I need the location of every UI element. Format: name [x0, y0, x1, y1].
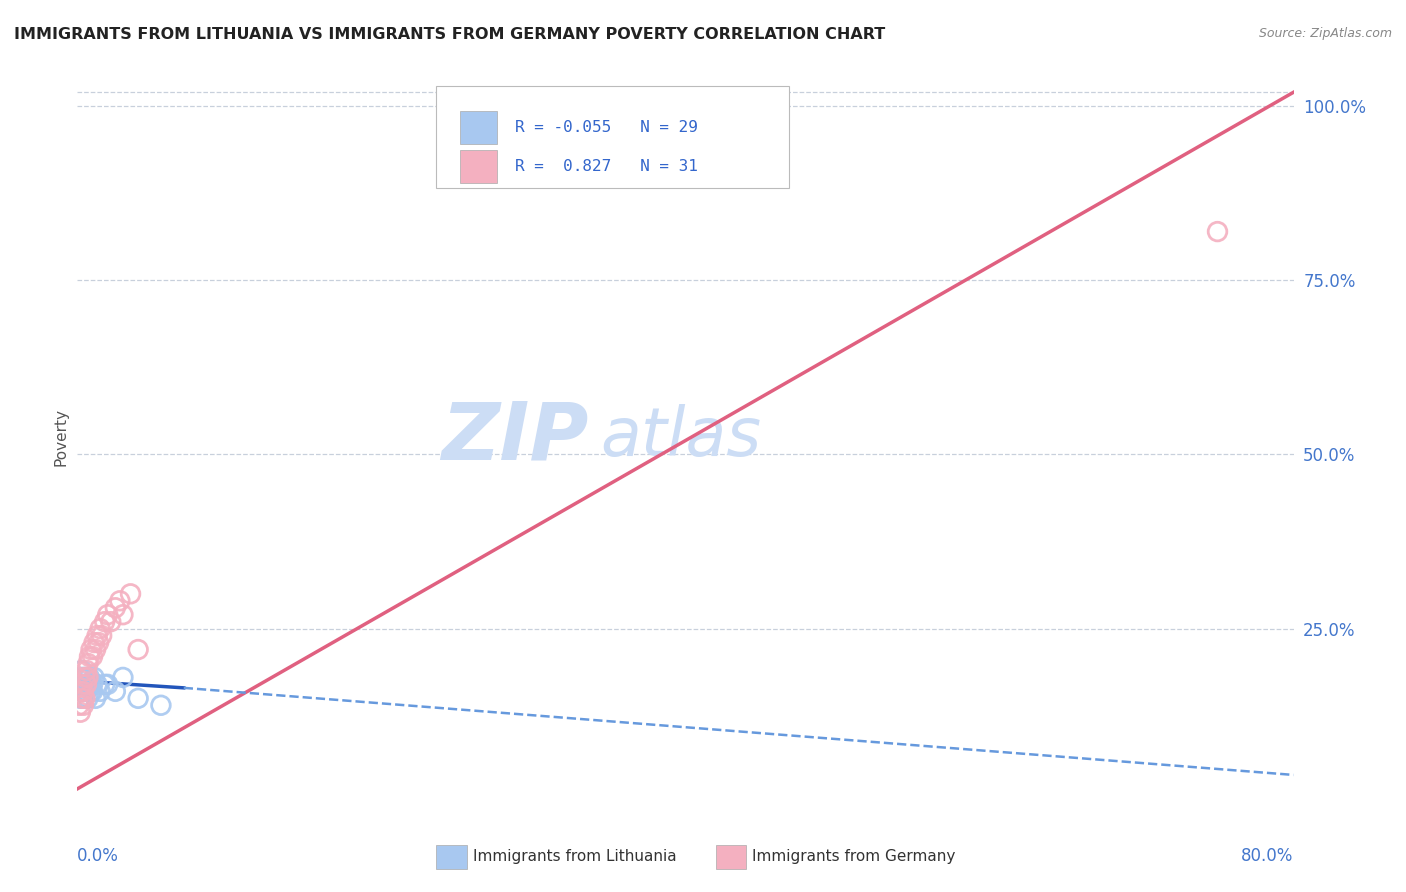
Point	[69, 684, 91, 698]
Point	[79, 649, 101, 664]
Point	[75, 684, 97, 698]
Point	[73, 670, 96, 684]
Point	[67, 677, 90, 691]
Point	[80, 684, 103, 698]
FancyBboxPatch shape	[460, 150, 496, 183]
Point	[70, 677, 93, 691]
Point	[75, 670, 97, 684]
Text: Immigrants from Lithuania: Immigrants from Lithuania	[472, 849, 676, 864]
Text: IMMIGRANTS FROM LITHUANIA VS IMMIGRANTS FROM GERMANY POVERTY CORRELATION CHART: IMMIGRANTS FROM LITHUANIA VS IMMIGRANTS …	[14, 27, 886, 42]
Point	[69, 705, 91, 719]
Point	[82, 677, 104, 691]
Point	[72, 698, 94, 713]
Point	[93, 615, 115, 629]
Point	[77, 677, 100, 691]
Point	[97, 607, 120, 622]
Point	[80, 642, 103, 657]
Point	[82, 684, 104, 698]
Point	[120, 587, 142, 601]
Point	[70, 691, 93, 706]
Point	[100, 615, 122, 629]
Point	[90, 629, 112, 643]
Point	[75, 664, 97, 678]
Point	[72, 670, 94, 684]
Point	[86, 677, 108, 691]
Point	[70, 677, 93, 691]
Point	[127, 691, 149, 706]
Point	[77, 670, 100, 684]
Text: R =  0.827   N = 31: R = 0.827 N = 31	[515, 159, 697, 174]
Point	[86, 629, 108, 643]
Point	[77, 691, 100, 706]
Point	[69, 691, 91, 706]
Point	[75, 677, 97, 691]
Text: Source: ZipAtlas.com: Source: ZipAtlas.com	[1258, 27, 1392, 40]
Point	[149, 698, 172, 713]
Point	[127, 642, 149, 657]
Point	[69, 670, 91, 684]
Point	[83, 670, 105, 684]
Text: atlas: atlas	[600, 404, 762, 470]
Point	[97, 677, 120, 691]
Point	[79, 670, 101, 684]
Text: R = -0.055   N = 29: R = -0.055 N = 29	[515, 120, 697, 136]
Point	[84, 691, 107, 706]
Point	[73, 684, 96, 698]
Point	[1206, 225, 1229, 239]
FancyBboxPatch shape	[716, 846, 747, 869]
FancyBboxPatch shape	[460, 112, 496, 145]
FancyBboxPatch shape	[436, 86, 789, 188]
Point	[108, 594, 131, 608]
Text: 80.0%: 80.0%	[1241, 847, 1294, 864]
Point	[77, 657, 100, 671]
Point	[104, 684, 127, 698]
Point	[82, 649, 104, 664]
Point	[79, 677, 101, 691]
Text: 0.0%: 0.0%	[77, 847, 120, 864]
Point	[73, 677, 96, 691]
Point	[89, 622, 111, 636]
Point	[72, 684, 94, 698]
Point	[93, 677, 115, 691]
Text: Immigrants from Germany: Immigrants from Germany	[752, 849, 956, 864]
Point	[111, 607, 134, 622]
Point	[87, 635, 110, 649]
Y-axis label: Poverty: Poverty	[53, 408, 69, 467]
Point	[83, 635, 105, 649]
Point	[67, 698, 90, 713]
Point	[70, 664, 93, 678]
Point	[84, 642, 107, 657]
Point	[111, 670, 134, 684]
Text: ZIP: ZIP	[440, 398, 588, 476]
Point	[70, 684, 93, 698]
Point	[104, 600, 127, 615]
FancyBboxPatch shape	[436, 846, 467, 869]
Point	[73, 691, 96, 706]
Point	[89, 684, 111, 698]
Point	[72, 691, 94, 706]
